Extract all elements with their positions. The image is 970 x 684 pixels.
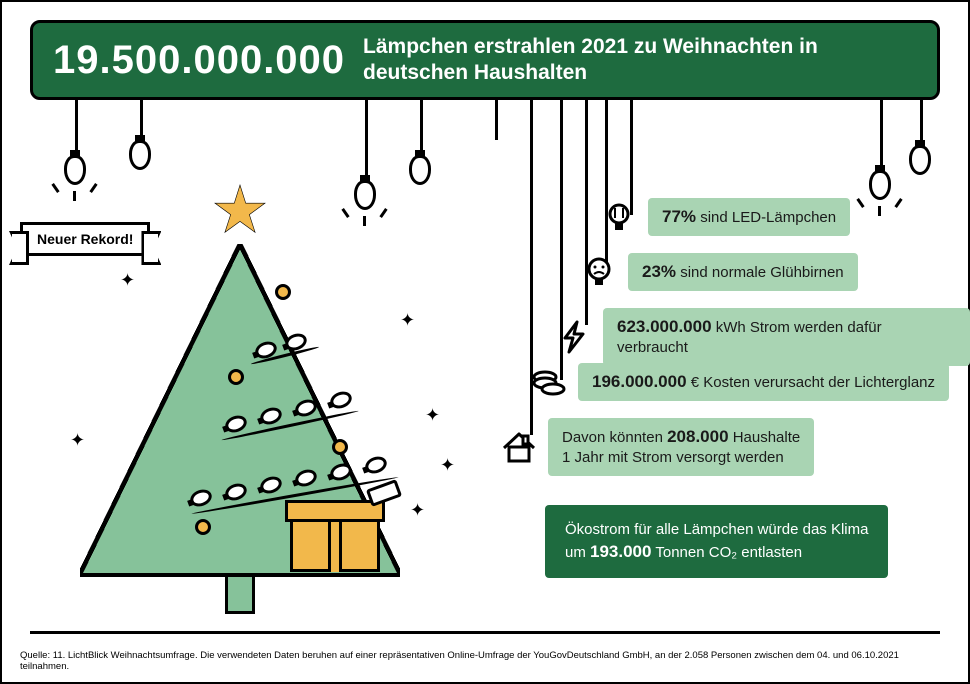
- bulb-icon: [909, 145, 931, 175]
- stat-text: sind normale Glühbirnen: [676, 264, 844, 281]
- stat-value: 23%: [642, 262, 676, 281]
- stat-pill: 77% sind LED-Lämpchen: [648, 198, 850, 236]
- coins-icon: [530, 363, 568, 401]
- stat-pill: 623.000.000 kWh Strom werden dafür verbr…: [603, 308, 970, 366]
- eco-value: 193.000: [590, 542, 651, 561]
- bulb-icon: [869, 170, 891, 200]
- led-bulb-icon: [600, 198, 638, 236]
- bulb-icon: [64, 155, 86, 185]
- source-text: Quelle: 11. LichtBlick Weihnachtsumfrage…: [20, 650, 950, 672]
- stat-text: sind LED-Lämpchen: [696, 209, 836, 226]
- eco-callout: Ökostrom für alle Lämpchen würde das Kli…: [545, 505, 888, 578]
- sad-bulb-icon: [580, 253, 618, 291]
- stat-prefix: Davon könnten: [562, 429, 667, 446]
- stat-row: 77% sind LED-Lämpchen: [600, 198, 850, 236]
- stat-row: 23% sind normale Glühbirnen: [580, 253, 858, 291]
- stat-row: Davon könnten 208.000 Haushalte1 Jahr mi…: [500, 418, 814, 476]
- headline-subtitle: Lämpchen erstrahlen 2021 zu Weihnachten …: [363, 34, 917, 87]
- stat-value: 623.000.000: [617, 317, 712, 336]
- house-icon: [500, 428, 538, 466]
- header-banner: 19.500.000.000 Lämpchen erstrahlen 2021 …: [30, 20, 940, 100]
- stat-row: 196.000.000 € Kosten verursacht der Lich…: [530, 363, 949, 401]
- tree-star-icon: [215, 186, 265, 236]
- bolt-icon: [555, 318, 593, 356]
- ground-line: [30, 631, 940, 634]
- stat-value: 77%: [662, 207, 696, 226]
- bulb-icon: [129, 140, 151, 170]
- stat-text: € Kosten verursacht der Lichterglanz: [687, 374, 935, 391]
- stat-value: 196.000.000: [592, 372, 687, 391]
- stat-pill: Davon könnten 208.000 Haushalte1 Jahr mi…: [548, 418, 814, 476]
- eco-suffix: Tonnen CO₂ entlasten: [651, 544, 802, 561]
- gift-icon: [290, 500, 380, 572]
- stat-value: 208.000: [667, 427, 728, 446]
- stat-pill: 23% sind normale Glühbirnen: [628, 253, 858, 291]
- stat-row: 623.000.000 kWh Strom werden dafür verbr…: [555, 308, 970, 366]
- headline-number: 19.500.000.000: [53, 38, 345, 83]
- tree-illustration: [30, 194, 430, 624]
- stat-pill: 196.000.000 € Kosten verursacht der Lich…: [578, 363, 949, 401]
- bulb-icon: [409, 155, 431, 185]
